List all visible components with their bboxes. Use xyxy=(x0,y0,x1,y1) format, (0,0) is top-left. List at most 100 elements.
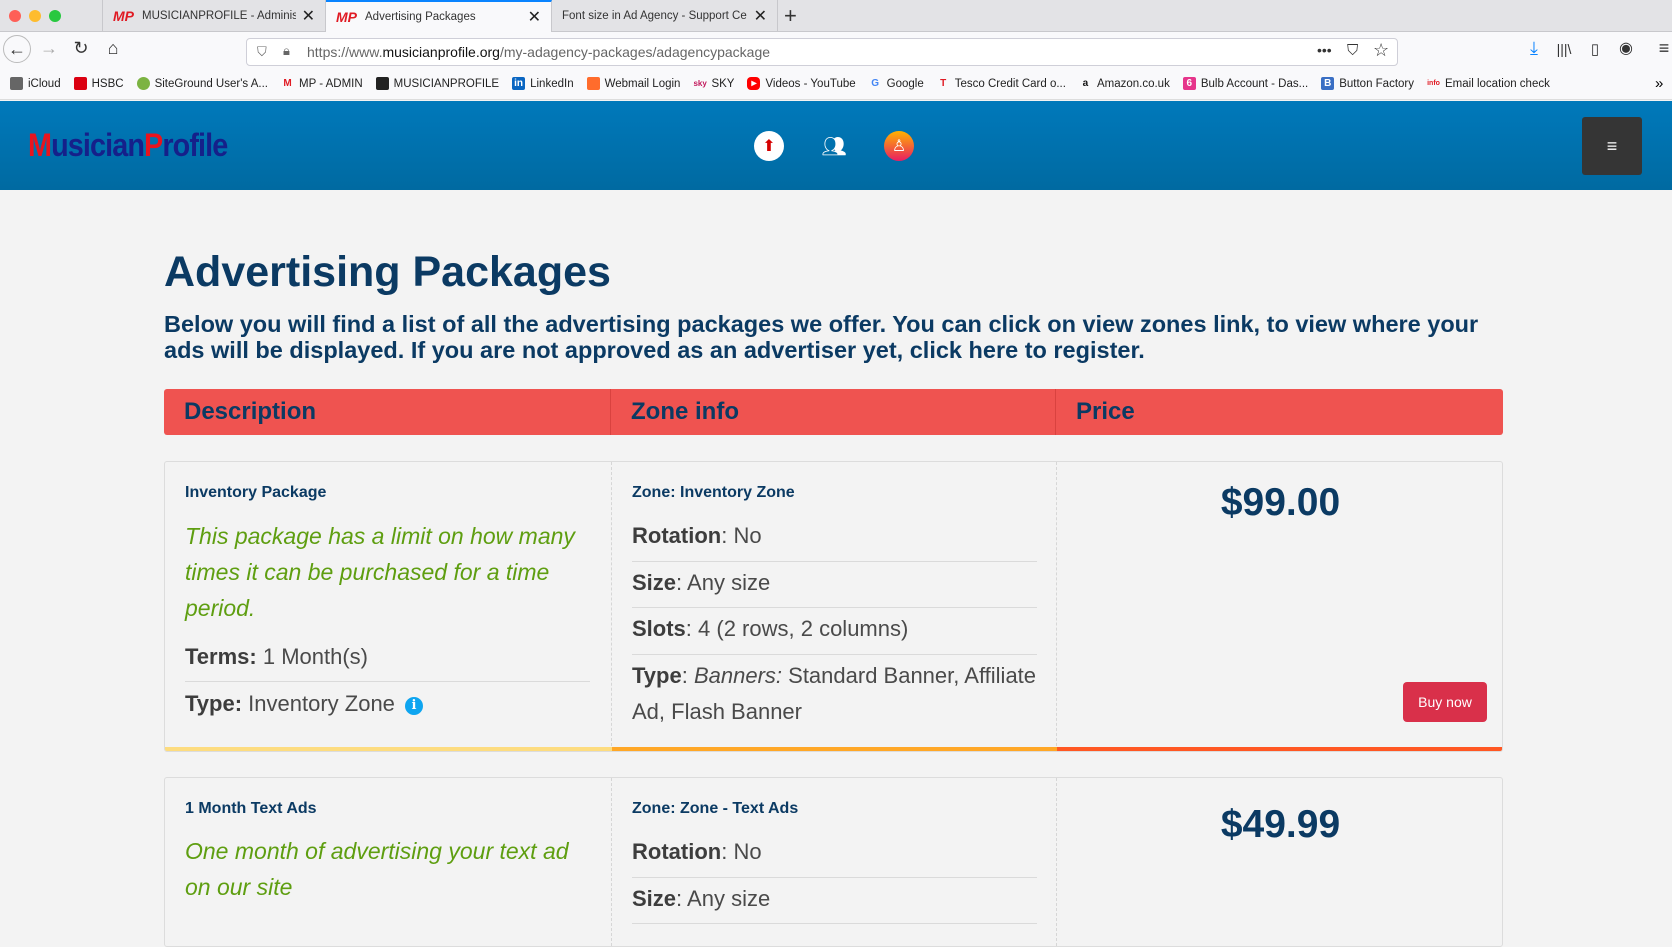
package-description-text: One month of advertising your text ad on… xyxy=(185,838,569,900)
packages-table-header: Description Zone info Price xyxy=(164,389,1503,435)
divider xyxy=(185,681,590,682)
bookmarks-bar: iCloud HSBC SiteGround User's A... M MP -… xyxy=(0,68,1672,100)
package-price: $49.99 xyxy=(1057,778,1502,946)
close-tab-icon[interactable]: ✕ xyxy=(301,8,315,25)
package-name: Inventory Package xyxy=(185,484,327,501)
accent-bar xyxy=(165,747,612,751)
cpanel-icon xyxy=(586,77,600,90)
address-bar[interactable]: ⛉ 🔒︎ https://www. musicianprofile.org/my-… xyxy=(246,38,1398,66)
home-button[interactable]: ⌂ xyxy=(107,38,119,58)
package-type: Type: Inventory Zone i xyxy=(185,686,590,722)
bookmark-webmail[interactable]: Webmail Login xyxy=(586,77,680,90)
info-icon: info xyxy=(1427,80,1440,87)
package-name: 1 Month Text Ads xyxy=(185,800,317,817)
package-terms: Terms: 1 Month(s) xyxy=(185,644,369,669)
new-tab-button[interactable]: + xyxy=(784,3,797,28)
more-actions-icon[interactable]: ••• xyxy=(1317,42,1332,58)
column-description: Description xyxy=(164,389,611,435)
bookmark-hsbc[interactable]: HSBC xyxy=(73,77,124,90)
zone-size: Size: Any size xyxy=(632,570,771,595)
package-card: 1 Month Text Ads One month of advertisin… xyxy=(164,777,1503,947)
bookmark-google[interactable]: G Google xyxy=(869,77,923,90)
package-description: Inventory Package This package has a lim… xyxy=(165,462,612,751)
account-icon[interactable]: ◉ xyxy=(1619,40,1633,57)
price-value: $49.99 xyxy=(1220,803,1341,846)
maximize-window-button[interactable] xyxy=(49,10,61,22)
zone-name: Zone: Zone - Text Ads xyxy=(632,800,799,817)
package-card: Inventory Package This package has a lim… xyxy=(164,461,1503,752)
bookmark-youtube[interactable]: ▸ Videos - YouTube xyxy=(747,77,856,90)
bookmark-mp-admin[interactable]: M MP - ADMIN xyxy=(281,77,362,90)
sidebar-icon[interactable]: ▯ xyxy=(1590,41,1600,58)
apple-icon xyxy=(10,77,23,90)
bookmark-linkedin[interactable]: in LinkedIn xyxy=(512,77,574,90)
downloads-icon[interactable]: ⤓ xyxy=(1530,38,1538,58)
siteground-icon xyxy=(136,77,150,90)
divider xyxy=(632,654,1037,655)
library-icon[interactable]: |||\ xyxy=(1556,41,1572,57)
info-icon[interactable]: i xyxy=(404,697,423,715)
hamburger-icon: ≡ xyxy=(1606,135,1618,156)
bulb-icon: 6 xyxy=(1182,77,1196,90)
app-menu-icon[interactable]: ≡ xyxy=(1658,38,1670,58)
bookmark-email-location[interactable]: info Email location check xyxy=(1427,77,1550,90)
buy-now-button[interactable]: Buy now xyxy=(1403,682,1487,722)
tab-advertising-packages[interactable]: MP Advertising Packages ✕ xyxy=(326,0,552,32)
zone-rotation: Rotation: No xyxy=(632,523,762,548)
site-logo[interactable]: MusicianProfile xyxy=(28,127,228,163)
bookmark-star-icon[interactable]: ☆ xyxy=(1373,40,1390,60)
bookmark-amazon[interactable]: a Amazon.co.uk xyxy=(1079,77,1170,90)
accent-bar xyxy=(1057,747,1502,751)
bookmark-button-factory[interactable]: B Button Factory xyxy=(1321,77,1414,90)
bookmark-tesco[interactable]: T Tesco Credit Card o... xyxy=(937,77,1066,90)
divider xyxy=(632,877,1037,878)
bookmark-bulb[interactable]: 6 Bulb Account - Das... xyxy=(1182,77,1308,90)
linkedin-icon: in xyxy=(512,77,526,90)
close-window-button[interactable] xyxy=(9,10,21,22)
zone-info: Zone: Zone - Text Ads Rotation: No Size:… xyxy=(612,778,1057,946)
youtube-icon: ▸ xyxy=(747,77,761,90)
more-bookmarks-icon[interactable]: » xyxy=(1655,75,1664,92)
button-factory-icon: B xyxy=(1321,77,1335,90)
bookmark-sky[interactable]: sky SKY xyxy=(693,77,735,90)
tab-musicianprofile-admin[interactable]: MP MUSICIANPROFILE - Administra ✕ xyxy=(102,0,326,32)
google-icon: G xyxy=(871,78,880,89)
close-tab-icon[interactable]: ✕ xyxy=(753,8,767,25)
bookmark-icloud[interactable]: iCloud xyxy=(10,77,61,90)
hsbc-icon xyxy=(73,77,87,90)
close-tab-icon[interactable]: ✕ xyxy=(527,9,541,26)
bookmark-musicianprofile[interactable]: MUSICIANPROFILE xyxy=(375,77,499,90)
column-price: Price xyxy=(1076,398,1135,425)
accent-bar xyxy=(612,747,1057,751)
joomla-icon xyxy=(375,77,389,90)
bookmark-siteground[interactable]: SiteGround User's A... xyxy=(136,77,268,90)
divider xyxy=(632,607,1037,608)
package-description: 1 Month Text Ads One month of advertisin… xyxy=(165,778,612,946)
home-icon[interactable]: ⬆ xyxy=(754,131,784,161)
back-button[interactable]: ← xyxy=(3,35,31,63)
favicon-icon: MP xyxy=(113,8,134,24)
menu-button[interactable]: ≡ xyxy=(1582,117,1642,175)
shield-icon[interactable]: ⛉ xyxy=(257,44,267,59)
zone-type: Type: Banners: Standard Banner, Affiliat… xyxy=(632,663,1037,724)
reload-button[interactable]: ↻ xyxy=(73,38,89,58)
zone-slots: Slots: 4 (2 rows, 2 columns) xyxy=(632,616,909,641)
tab-font-size-support[interactable]: Font size in Ad Agency - Support Ce ✕ xyxy=(552,0,778,32)
profile-icon[interactable]: ♙ xyxy=(884,131,914,161)
zone-rotation: Rotation: No xyxy=(632,839,762,864)
zone-name: Zone: Inventory Zone xyxy=(632,484,795,501)
users-icon[interactable]: 👥︎ xyxy=(821,135,847,158)
price-value: $99.00 xyxy=(1220,481,1341,524)
sky-icon: sky xyxy=(693,79,707,88)
package-price: $99.00 Buy now xyxy=(1057,462,1502,751)
page-intro: Below you will find a list of all the ad… xyxy=(164,311,1479,363)
pocket-icon[interactable]: ⛉ xyxy=(1347,42,1359,59)
favicon-icon: MP xyxy=(336,9,357,25)
minimize-window-button[interactable] xyxy=(29,10,41,22)
forward-button[interactable]: → xyxy=(40,38,58,58)
lock-icon[interactable]: 🔒︎ xyxy=(283,43,290,58)
site-header: MusicianProfile ⬆ 👥︎ ♙ ≡ xyxy=(0,101,1672,190)
mp-icon: M xyxy=(283,78,292,89)
page-title: Advertising Packages xyxy=(164,248,611,296)
tab-bar: MP MUSICIANPROFILE - Administra ✕ MP Advert… xyxy=(0,0,1672,32)
